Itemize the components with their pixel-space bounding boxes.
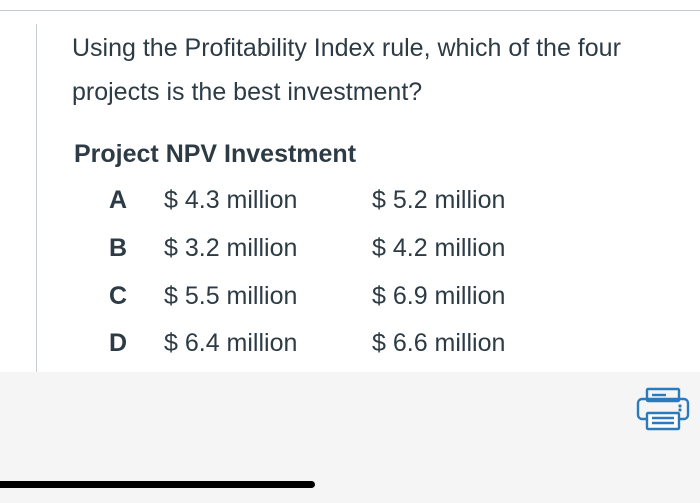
table-row: C $ 5.5 million $ 6.9 million	[0, 282, 700, 322]
question-card	[0, 11, 700, 372]
printer-icon	[636, 387, 690, 431]
project-letter: D	[108, 329, 128, 357]
print-button[interactable]	[636, 387, 690, 431]
investment-value: $ 4.2 million	[372, 234, 506, 262]
investment-value: $ 6.9 million	[372, 282, 506, 310]
question-text: Using the Profitability Index rule, whic…	[72, 34, 621, 106]
investment-value: $ 6.6 million	[372, 329, 506, 357]
table-row: D $ 6.4 million $ 6.6 million	[0, 329, 700, 369]
npv-value: $ 3.2 million	[164, 234, 298, 262]
investment-value: $ 5.2 million	[372, 186, 506, 214]
project-letter: B	[108, 234, 128, 262]
table-row: A $ 4.3 million $ 5.2 million	[0, 186, 700, 226]
table-header: Project NPV Investment	[74, 140, 357, 168]
top-strip	[0, 0, 700, 11]
project-letter: A	[108, 186, 128, 214]
npv-value: $ 5.5 million	[164, 282, 298, 310]
npv-value: $ 6.4 million	[164, 329, 298, 357]
home-indicator	[0, 481, 315, 488]
npv-value: $ 4.3 million	[164, 186, 298, 214]
table-row: B $ 3.2 million $ 4.2 million	[0, 234, 700, 274]
project-letter: C	[108, 282, 128, 310]
left-divider	[36, 24, 37, 372]
